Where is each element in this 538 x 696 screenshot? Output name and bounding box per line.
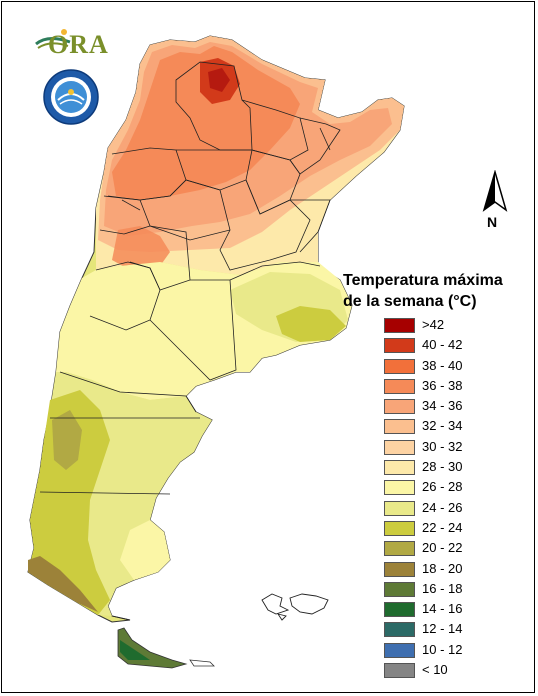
legend-item: 10 - 12 [384, 641, 484, 661]
smn-seal-logo [42, 68, 100, 126]
legend-item: 36 - 38 [384, 377, 484, 397]
legend-item: 30 - 32 [384, 438, 484, 458]
legend-title-line1: Temperatura máxima [343, 272, 503, 289]
legend-item: 26 - 28 [384, 478, 484, 498]
temperature-bands [28, 36, 404, 616]
legend-label: 10 - 12 [422, 641, 463, 657]
legend-label: 20 - 22 [422, 540, 463, 556]
tierra-del-fuego [117, 627, 215, 669]
legend-swatch [384, 318, 415, 333]
north-label: N [487, 214, 498, 230]
legend-item: 38 - 40 [384, 357, 484, 377]
ora-logo-swoosh-icon [35, 29, 71, 49]
legend-swatch [384, 520, 415, 536]
legend-label: 36 - 38 [422, 377, 463, 393]
legend-swatch [384, 541, 415, 557]
legend-swatch [384, 581, 415, 597]
legend-swatch [384, 663, 415, 679]
legend-label: 18 - 20 [422, 560, 463, 576]
malvinas-islands [261, 593, 329, 621]
legend-item: 22 - 24 [384, 519, 484, 539]
legend-label: 16 - 18 [422, 580, 463, 596]
legend-swatch [384, 642, 415, 658]
north-arrow-icon [482, 170, 508, 212]
legend-item: < 10 [384, 661, 484, 681]
legend-item: 20 - 22 [384, 539, 484, 559]
legend-swatch [384, 500, 415, 516]
legend-item: 34 - 36 [384, 397, 484, 417]
legend-label: 40 - 42 [422, 337, 463, 353]
legend-item: 14 - 16 [384, 600, 484, 620]
legend-label: 28 - 30 [422, 459, 463, 475]
legend-item: 18 - 20 [384, 560, 484, 580]
legend-label: 22 - 24 [422, 519, 463, 535]
legend-item: 24 - 26 [384, 499, 484, 519]
legend-swatch [384, 378, 415, 394]
legend-label: 26 - 28 [422, 479, 463, 495]
legend-label: 34 - 36 [422, 398, 463, 414]
legend-label: < 10 [422, 662, 448, 678]
legend-label: 24 - 26 [422, 499, 463, 515]
legend-item: 32 - 34 [384, 417, 484, 437]
ora-logo-text: ORA [48, 30, 109, 59]
legend-title-line2: de la semana (°C) [343, 293, 477, 310]
legend-swatch [384, 399, 415, 415]
legend-swatch [384, 439, 415, 455]
legend-label: >42 [422, 317, 445, 332]
legend-item: 28 - 30 [384, 458, 484, 478]
legend-swatch [384, 622, 415, 638]
legend-label: 12 - 14 [422, 621, 463, 637]
legend-label: 38 - 40 [422, 357, 463, 373]
legend-label: 30 - 32 [422, 438, 463, 454]
legend-swatch [384, 419, 415, 435]
ora-logo: ORA [34, 28, 108, 60]
legend-label: 14 - 16 [422, 601, 463, 617]
legend-swatch [384, 602, 415, 618]
legend-item: 40 - 42 [384, 336, 484, 356]
legend-swatch [384, 338, 415, 354]
legend-swatch [384, 561, 415, 577]
legend-item: 12 - 14 [384, 620, 484, 640]
province-borders [39, 61, 341, 621]
legend-item: 16 - 18 [384, 580, 484, 600]
legend-label: 32 - 34 [422, 418, 463, 434]
legend-swatch [384, 460, 415, 476]
smn-seal-icon [43, 69, 99, 125]
legend-swatch [384, 480, 415, 496]
legend-item: >42 [384, 316, 484, 336]
legend-swatch [384, 358, 415, 374]
legend-title: Temperatura máxima de la semana (°C) [343, 270, 533, 312]
legend: >42 40 - 42 38 - 40 36 - 38 34 - 36 32 - 34 30… [384, 316, 484, 681]
